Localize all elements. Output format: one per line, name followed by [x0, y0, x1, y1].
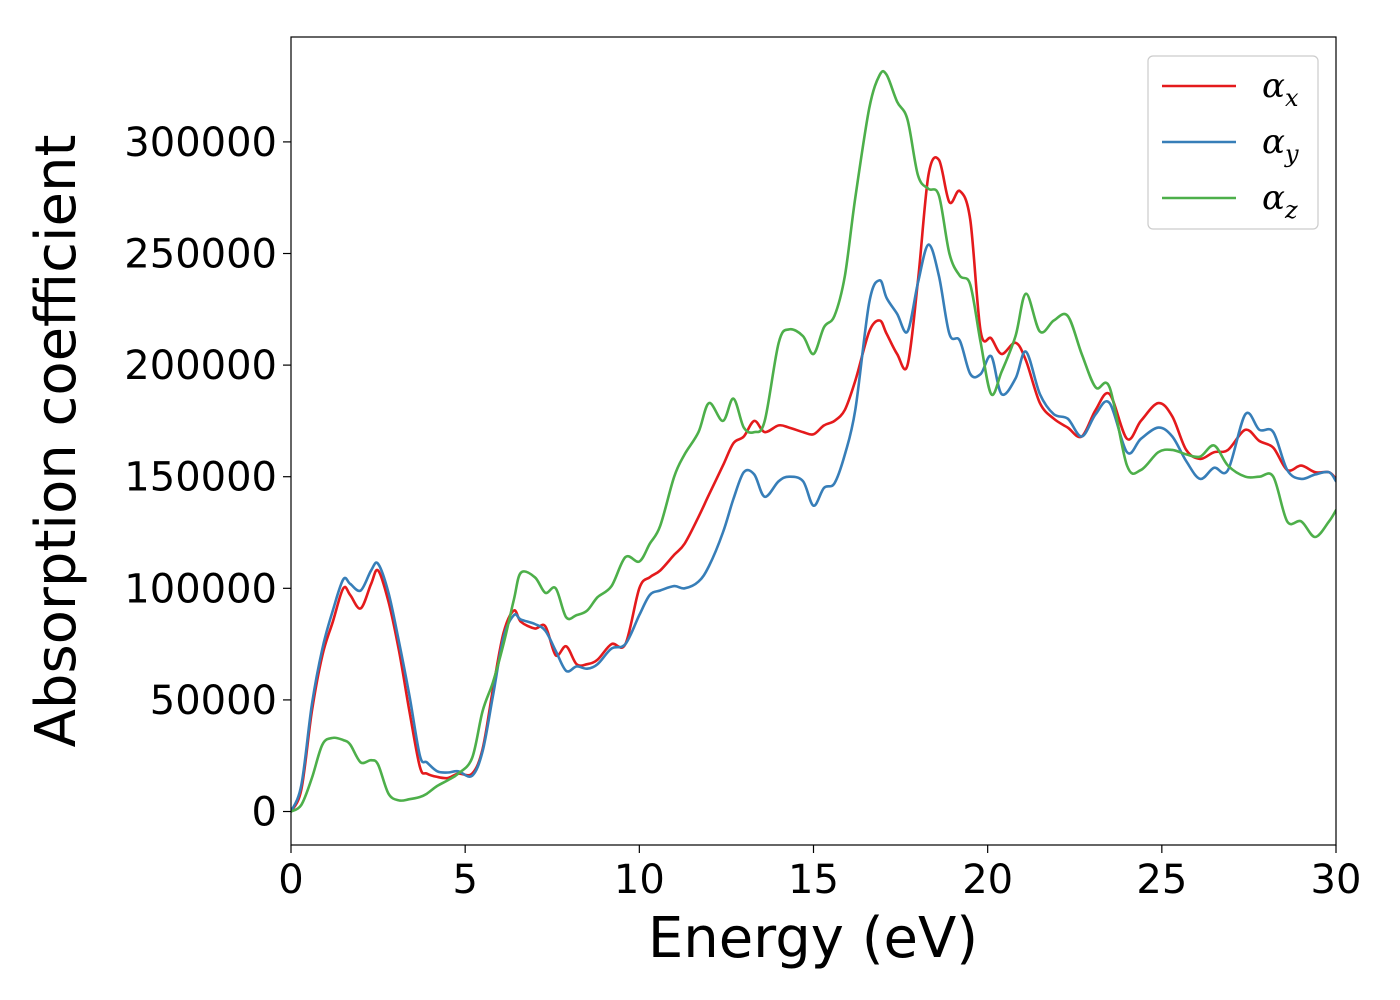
- series-line-x: [291, 156, 1336, 813]
- y-tick-label: 100000: [124, 566, 277, 612]
- legend-label-x: αx: [1262, 66, 1299, 112]
- series-line-z: [291, 69, 1336, 813]
- series-line-y: [291, 243, 1336, 813]
- legend-label-y: αy: [1262, 122, 1299, 168]
- y-axis: 0 50000 100000 150000 200000 250000 300000: [124, 120, 291, 836]
- x-tick-label: 0: [278, 857, 303, 903]
- y-tick-label: 200000: [124, 343, 277, 389]
- y-tick-label: 150000: [124, 455, 277, 501]
- x-tick-label: 15: [788, 857, 839, 903]
- x-axis: 0 5 10 15 20 25 30: [278, 845, 1361, 903]
- x-tick-label: 25: [1136, 857, 1187, 903]
- x-tick-label: 10: [614, 857, 665, 903]
- x-tick-label: 30: [1311, 857, 1362, 903]
- y-tick-label: 250000: [124, 232, 277, 278]
- x-axis-title: Energy (eV): [648, 906, 978, 971]
- y-tick-label: 0: [252, 790, 277, 836]
- legend: αx αy αz: [1147, 55, 1319, 230]
- x-tick-label: 20: [962, 857, 1013, 903]
- legend-label-z: αz: [1262, 178, 1298, 224]
- x-tick-label: 5: [452, 857, 477, 903]
- y-tick-label: 50000: [150, 678, 277, 724]
- y-tick-label: 300000: [124, 120, 277, 166]
- y-axis-title: Absorption coefficient: [24, 135, 89, 748]
- series-lines: [291, 69, 1336, 813]
